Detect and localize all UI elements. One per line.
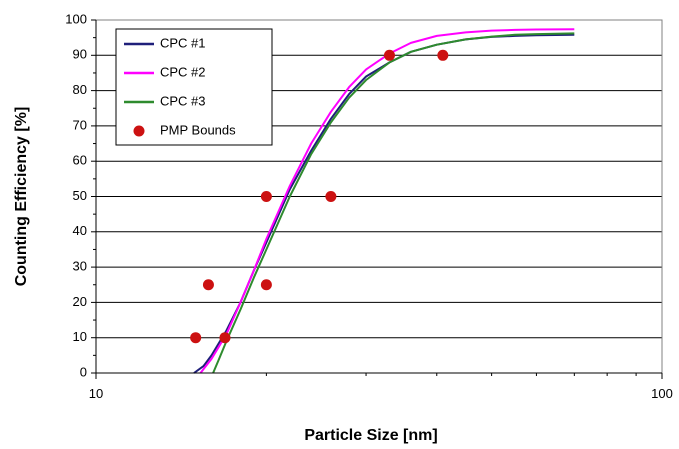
series-line-cpc-2 [199, 28, 575, 374]
y-tick-label: 100 [65, 11, 87, 26]
y-tick-label: 90 [73, 47, 87, 62]
legend-label: CPC #3 [160, 93, 206, 108]
y-tick-label: 50 [73, 188, 87, 203]
y-tick-label: 70 [73, 117, 87, 132]
y-tick-label: 30 [73, 259, 87, 274]
series-line-cpc-3 [212, 32, 575, 374]
legend-box [115, 28, 273, 146]
pmp-bound-point [260, 191, 272, 202]
pmp-bound-point [202, 279, 214, 291]
pmp-bound-point [260, 279, 272, 291]
y-axis-label: Counting Efficiency [%] [13, 107, 30, 287]
legend-label: PMP Bounds [160, 122, 236, 137]
series-layer [193, 28, 575, 374]
y-tick-label: 0 [80, 364, 87, 379]
pmp-bound-point [325, 191, 337, 202]
y-tick-label: 10 [73, 329, 87, 344]
pmp-bound-point [190, 332, 202, 344]
y-tick-label: 40 [73, 223, 87, 238]
x-tick-label: 10 [89, 386, 103, 401]
pmp-bound-point [219, 332, 231, 344]
legend-label: CPC #2 [160, 64, 206, 79]
legend-swatch [133, 125, 145, 137]
y-tick-label: 20 [73, 294, 87, 309]
y-tick-label: 80 [73, 82, 87, 97]
legend: CPC #1 CPC #2 CPC #3 PMP Bounds [115, 28, 273, 146]
legend-label: CPC #1 [160, 35, 206, 50]
pmp-bound-point [437, 49, 449, 61]
pmp-bounds-points [190, 49, 449, 344]
y-tick-label: 60 [73, 153, 87, 168]
pmp-bound-point [383, 49, 395, 61]
x-tick-label: 100 [651, 386, 673, 401]
axes [91, 19, 663, 379]
x-axis-label: Particle Size [nm] [304, 427, 437, 444]
